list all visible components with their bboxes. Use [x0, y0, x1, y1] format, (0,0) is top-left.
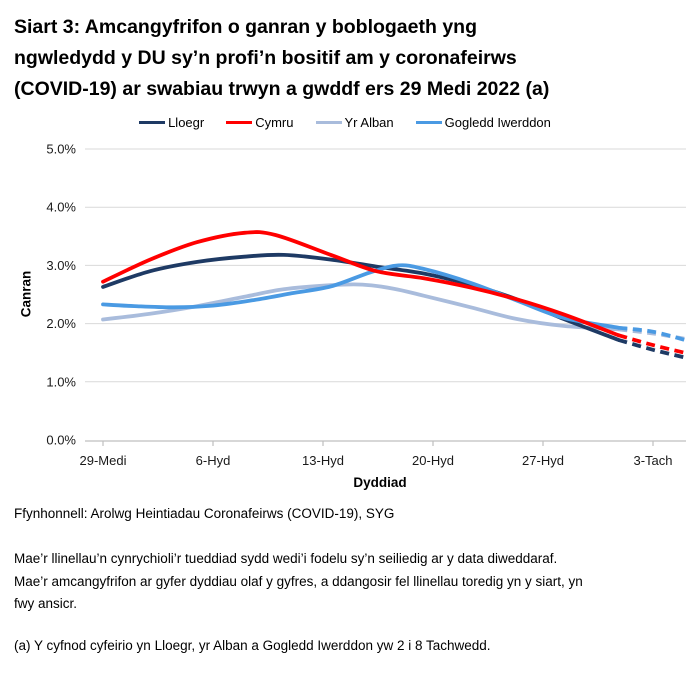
x-tick-label: 3-Tach — [633, 453, 672, 468]
x-tick-label: 6-Hyd — [196, 453, 231, 468]
y-tick-label: 2.0% — [46, 316, 76, 331]
legend-label-gogledd-iwerddon: Gogledd Iwerddon — [444, 115, 551, 130]
legend-item-lloegr: Lloegr — [139, 115, 204, 130]
series-dashed-tail-gogledd-iwerddon — [618, 325, 685, 342]
y-tick-label: 3.0% — [46, 258, 76, 273]
chart-title: Siart 3: Amcangyfrifon o ganran y boblog… — [14, 12, 680, 105]
legend-label-cymru: Cymru — [255, 115, 294, 130]
legend-swatch-yr-alban — [315, 120, 342, 125]
series-line-cymru — [101, 230, 621, 338]
x-tick-label: 27-Hyd — [522, 453, 564, 468]
chart-legend: Lloegr Cymru Yr Alban Gogledd Iwerddon — [0, 115, 690, 130]
series-line-gogledd-iwerddon — [101, 263, 621, 330]
legend-item-yr-alban: Yr Alban — [315, 115, 394, 130]
footnote-a: (a) Y cyfnod cyfeirio yn Lloegr, yr Alba… — [14, 638, 491, 653]
series-dashed-tail-lloegr — [617, 338, 685, 360]
methodology-note: Mae’r llinellau’n cynrychioli’r tueddiad… — [14, 551, 583, 611]
y-tick-label: 5.0% — [46, 142, 76, 157]
chart-title-line: Siart 3: Amcangyfrifon o ganran y boblog… — [14, 16, 477, 38]
source-line: Ffynhonnell: Arolwg Heintiadau Coronafei… — [14, 506, 395, 521]
chart-title-line: (COVID-19) ar swabiau trwyn a gwddf ers … — [14, 78, 550, 100]
legend-swatch-cymru — [226, 120, 253, 125]
axis-group — [85, 440, 686, 446]
y-tick-label: 4.0% — [46, 200, 76, 215]
line-chart: 0.0% 1.0% 2.0% 3.0% 4.0% 5.0% 29-Medi 6-Hyd 13-H… — [46, 142, 686, 491]
y-tick-label: 0.0% — [46, 433, 76, 448]
x-tick-label: 20-Hyd — [412, 453, 454, 468]
x-tick-label: 29-Medi — [80, 453, 127, 468]
legend-label-lloegr: Lloegr — [168, 115, 205, 130]
chart-title-line: ngwledydd y DU sy’n profi’n bositif am y… — [14, 47, 517, 69]
y-tick-label: 1.0% — [46, 374, 76, 389]
legend-swatch-lloegr — [139, 120, 166, 125]
x-tick-label: 13-Hyd — [302, 453, 344, 468]
legend-item-gogledd-iwerddon: Gogledd Iwerddon — [415, 115, 551, 130]
legend-item-cymru: Cymru — [226, 115, 294, 130]
legend-swatch-gogledd-iwerddon — [415, 120, 442, 125]
axis-labels-group: 0.0% 1.0% 2.0% 3.0% 4.0% 5.0% 29-Medi 6-Hyd 13-H… — [46, 142, 672, 491]
legend-label-yr-alban: Yr Alban — [344, 115, 394, 130]
x-axis-title: Dyddiad — [353, 475, 406, 490]
series-group — [101, 230, 685, 360]
series-dashed-tail-cymru — [617, 333, 685, 355]
